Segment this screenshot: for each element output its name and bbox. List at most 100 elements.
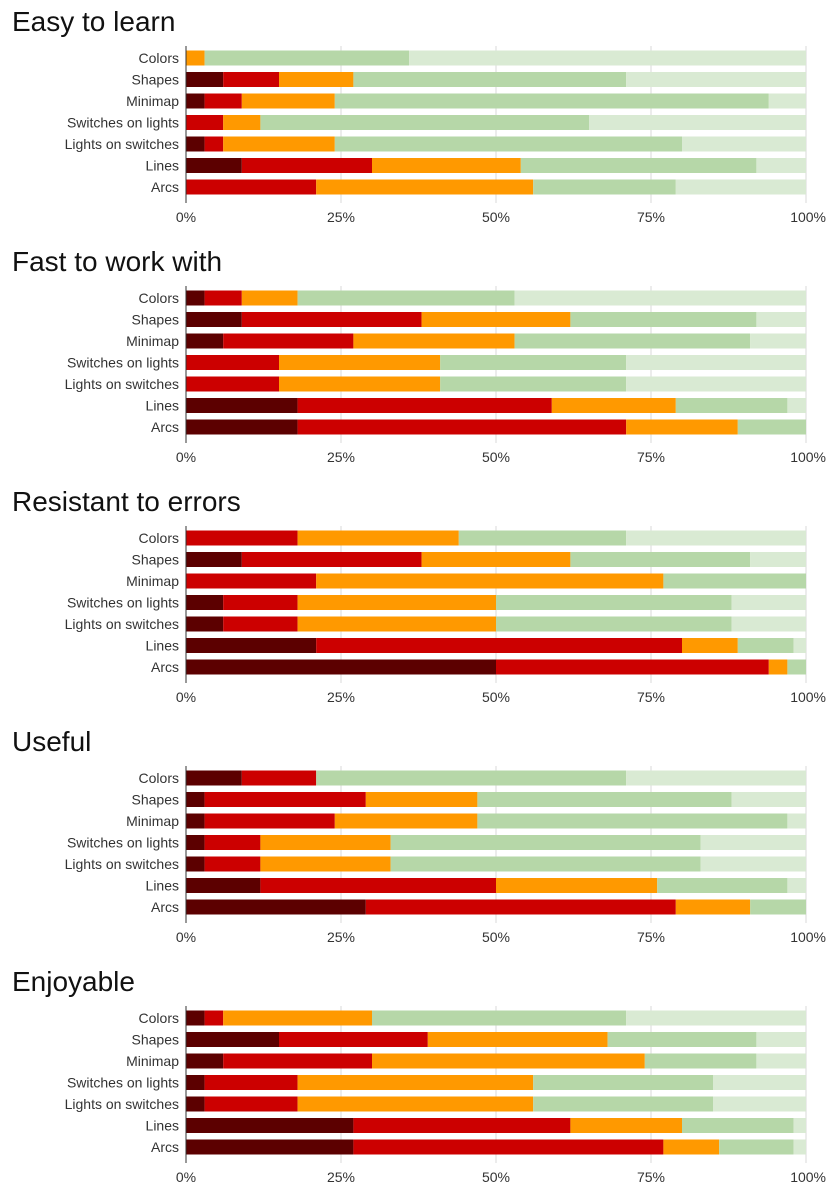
bar-segment (186, 398, 298, 413)
bar-segment (186, 616, 224, 632)
category-label: Colors (139, 50, 179, 66)
x-tick-label: 50% (482, 929, 510, 945)
bar-segment (204, 93, 242, 109)
category-label: Minimap (126, 333, 179, 349)
bar-segment (223, 136, 335, 152)
bar-segment (186, 72, 224, 87)
bar-segment (533, 1075, 713, 1090)
chart-title: Resistant to errors (12, 486, 241, 517)
bar-segment (297, 616, 496, 632)
bar-segment (514, 290, 806, 306)
bar-segment (186, 376, 279, 392)
category-label: Lines (146, 398, 179, 414)
category-label: Arcs (151, 899, 179, 915)
category-label: Lights on switches (65, 136, 179, 152)
chart-title: Useful (12, 726, 92, 757)
bar-segment (279, 72, 354, 87)
x-tick-label: 100% (790, 449, 826, 465)
bar-segment (186, 333, 224, 349)
x-tick-label: 25% (327, 1169, 355, 1185)
bar-segment (279, 1032, 428, 1047)
bar-segment (496, 595, 732, 610)
bar-segment (279, 376, 441, 392)
bar-segment (223, 1053, 372, 1069)
bar-segment (768, 93, 806, 109)
bar-segment (551, 398, 676, 413)
bar-segment (731, 595, 806, 610)
category-label: Colors (139, 530, 179, 546)
bar-segment (390, 835, 701, 850)
bar-segment (372, 1053, 645, 1069)
bar-segment (297, 1096, 534, 1112)
x-tick-label: 0% (176, 689, 196, 705)
bar-segment (241, 552, 422, 567)
x-tick-label: 100% (790, 209, 826, 225)
bar-segment (626, 72, 806, 87)
category-label: Lines (146, 638, 179, 654)
chart-svg: Colors Shapes Minimap Switches on lights Lig… (65, 526, 826, 705)
bar-segment (589, 115, 806, 130)
bar-segment (186, 290, 205, 306)
category-label: Lines (146, 158, 179, 174)
bar-segment (186, 573, 317, 589)
bar-segment (750, 899, 806, 915)
bar-segment (657, 878, 788, 893)
bar-segment (241, 93, 335, 109)
bar-segment (626, 1010, 806, 1026)
bar-segment (663, 1139, 720, 1155)
chart-title: Easy to learn (12, 6, 176, 37)
x-tick-label: 25% (327, 929, 355, 945)
bar-segment (241, 312, 422, 327)
bar-segment (186, 899, 366, 915)
bar-segment (334, 93, 769, 109)
bar-segment (204, 1010, 224, 1026)
bar-segment (458, 530, 627, 546)
bar-segment (496, 616, 732, 632)
category-label: Shapes (132, 1032, 179, 1048)
bar-segment (186, 792, 205, 807)
bar-segment (365, 899, 676, 915)
bar-segment (204, 136, 224, 152)
bar-segment (390, 856, 701, 872)
category-label: Switches on lights (67, 355, 179, 371)
bar-segment (626, 770, 806, 786)
x-tick-label: 50% (482, 689, 510, 705)
category-label: Shapes (132, 792, 179, 808)
category-label: Colors (139, 770, 179, 786)
bar-segment (496, 878, 658, 893)
category-label: Switches on lights (67, 115, 179, 131)
chart-title: Enjoyable (12, 966, 135, 997)
bar-segment (223, 595, 298, 610)
bar-segment (186, 638, 317, 653)
bar-segment (372, 158, 521, 173)
x-tick-label: 75% (637, 449, 665, 465)
bar-segment (533, 1096, 713, 1112)
bar-segment (297, 419, 627, 435)
category-label: Shapes (132, 72, 179, 88)
bar-segment (793, 1118, 806, 1133)
chart-svg: Colors Shapes Minimap Switches on lights Lig… (65, 46, 826, 225)
bar-segment (682, 638, 738, 653)
bar-segment (204, 813, 335, 829)
bar-segment (334, 136, 682, 152)
bar-segment (353, 1118, 571, 1133)
bar-segment (223, 333, 354, 349)
x-tick-label: 0% (176, 449, 196, 465)
bar-segment (204, 792, 366, 807)
bar-segment (533, 179, 676, 195)
bar-segment (241, 290, 298, 306)
bar-segment (427, 1032, 608, 1047)
category-label: Switches on lights (67, 1075, 179, 1091)
chart-svg: Colors Shapes Minimap Switches on lights Lig… (65, 1006, 826, 1185)
category-label: Lines (146, 1118, 179, 1134)
chart-panel-2: Fast to work with Colors Shapes Minimap Swi… (0, 240, 839, 480)
bar-segment (186, 659, 496, 675)
bar-segment (682, 136, 806, 152)
bar-segment (675, 179, 806, 195)
bar-segment (316, 770, 627, 786)
bar-segment (737, 419, 806, 435)
category-label: Minimap (126, 93, 179, 109)
bar-segment (186, 1096, 205, 1112)
category-label: Arcs (151, 419, 179, 435)
bar-segment (186, 50, 205, 66)
